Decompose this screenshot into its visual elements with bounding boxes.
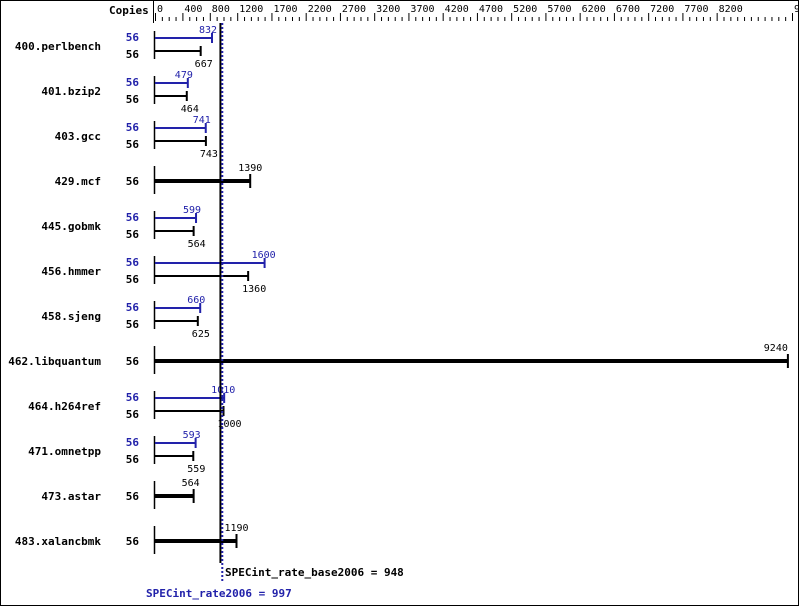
benchmark-label: 401.bzip2 <box>41 85 101 98</box>
base-copies-value: 56 <box>126 228 140 241</box>
axis-tick-label: 1700 <box>273 4 297 15</box>
copies-value: 56 <box>126 490 140 503</box>
base-copies-value: 56 <box>126 453 140 466</box>
base-value-label: 1190 <box>225 523 249 534</box>
peak-copies-value: 56 <box>126 31 140 44</box>
benchmark-label: 462.libquantum <box>8 355 101 368</box>
benchmark-label: 458.sjeng <box>41 310 101 323</box>
base-value-label: 464 <box>181 104 199 115</box>
copies-value: 56 <box>126 355 140 368</box>
peak-value-label: 832 <box>199 25 217 36</box>
axis-tick-label: 3200 <box>376 4 400 15</box>
peak-value-label: 741 <box>193 115 211 126</box>
benchmark-label: 473.astar <box>41 490 101 503</box>
base-copies-value: 56 <box>126 48 140 61</box>
peak-copies-value: 56 <box>126 256 140 269</box>
axis-tick-label: 4200 <box>445 4 469 15</box>
axis-tick-label: 9300 <box>794 4 799 15</box>
base-copies-value: 56 <box>126 93 140 106</box>
peak-value-label: 479 <box>175 70 193 81</box>
peak-copies-value: 56 <box>126 121 140 134</box>
axis-tick-label: 6200 <box>582 4 606 15</box>
copies-header: Copies <box>109 4 149 17</box>
base-value-label: 667 <box>195 59 213 70</box>
axis-tick-label: 800 <box>212 4 230 15</box>
copies-value: 56 <box>126 535 140 548</box>
base-value-label: 559 <box>187 464 205 475</box>
base-value-label: 9240 <box>764 343 788 354</box>
peak-copies-value: 56 <box>126 211 140 224</box>
peak-value-label: 593 <box>183 430 201 441</box>
base-copies-value: 56 <box>126 273 140 286</box>
axis-tick-label: 7200 <box>650 4 674 15</box>
benchmark-label: 464.h264ref <box>28 400 101 413</box>
axis-tick-label: 1200 <box>239 4 263 15</box>
axis-tick-label: 8200 <box>719 4 743 15</box>
peak-copies-value: 56 <box>126 391 140 404</box>
axis-tick-label: 3700 <box>410 4 434 15</box>
base-value-label: 1390 <box>238 163 262 174</box>
axis-tick-label: 4700 <box>479 4 503 15</box>
base-reference-label: SPECint_rate_base2006 = 948 <box>225 566 404 579</box>
benchmark-label: 456.hmmer <box>41 265 101 278</box>
peak-value-label: 599 <box>183 205 201 216</box>
benchmark-label: 483.xalancbmk <box>15 535 101 548</box>
peak-reference-label: SPECint_rate2006 = 997 <box>146 587 292 600</box>
base-copies-value: 56 <box>126 408 140 421</box>
base-copies-value: 56 <box>126 138 140 151</box>
axis-tick-label: 2700 <box>342 4 366 15</box>
axis-tick-label: 7700 <box>684 4 708 15</box>
copies-value: 56 <box>126 175 140 188</box>
benchmark-label: 400.perlbench <box>15 40 101 53</box>
peak-copies-value: 56 <box>126 76 140 89</box>
axis-tick-label: 400 <box>184 4 202 15</box>
peak-copies-value: 56 <box>126 436 140 449</box>
benchmark-label: 445.gobmk <box>41 220 101 233</box>
peak-copies-value: 56 <box>126 301 140 314</box>
base-value-label: 743 <box>200 149 218 160</box>
benchmark-label: 471.omnetpp <box>28 445 101 458</box>
axis-tick-label: 5200 <box>513 4 537 15</box>
base-value-label: 625 <box>192 329 210 340</box>
peak-value-label: 1600 <box>252 250 276 261</box>
base-value-label: 564 <box>188 239 206 250</box>
axis-tick-label: 6700 <box>616 4 640 15</box>
base-value-label: 1360 <box>242 284 266 295</box>
base-copies-value: 56 <box>126 318 140 331</box>
axis-tick-label: 0 <box>157 4 163 15</box>
base-value-label: 1000 <box>217 419 241 430</box>
axis-tick-label: 5700 <box>547 4 571 15</box>
axis-tick-label: 2200 <box>308 4 332 15</box>
benchmark-label: 429.mcf <box>55 175 101 188</box>
benchmark-label: 403.gcc <box>55 130 101 143</box>
base-value-label: 564 <box>182 478 200 489</box>
peak-value-label: 660 <box>187 295 205 306</box>
peak-value-label: 1010 <box>211 385 235 396</box>
